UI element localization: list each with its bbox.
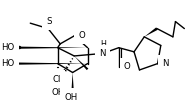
Polygon shape — [74, 56, 88, 70]
Text: N: N — [162, 59, 169, 68]
Polygon shape — [71, 72, 74, 90]
Text: S: S — [46, 17, 51, 26]
Text: N: N — [100, 49, 106, 58]
Polygon shape — [144, 27, 158, 37]
Polygon shape — [16, 47, 88, 49]
Text: Cl: Cl — [52, 75, 61, 84]
Text: OH: OH — [64, 93, 78, 102]
Text: O: O — [124, 62, 131, 71]
Polygon shape — [16, 62, 88, 65]
Text: HO: HO — [1, 59, 15, 68]
Text: HO: HO — [1, 43, 15, 52]
Text: O: O — [78, 31, 85, 40]
Text: OH: OH — [51, 88, 64, 97]
Text: H: H — [100, 40, 106, 49]
